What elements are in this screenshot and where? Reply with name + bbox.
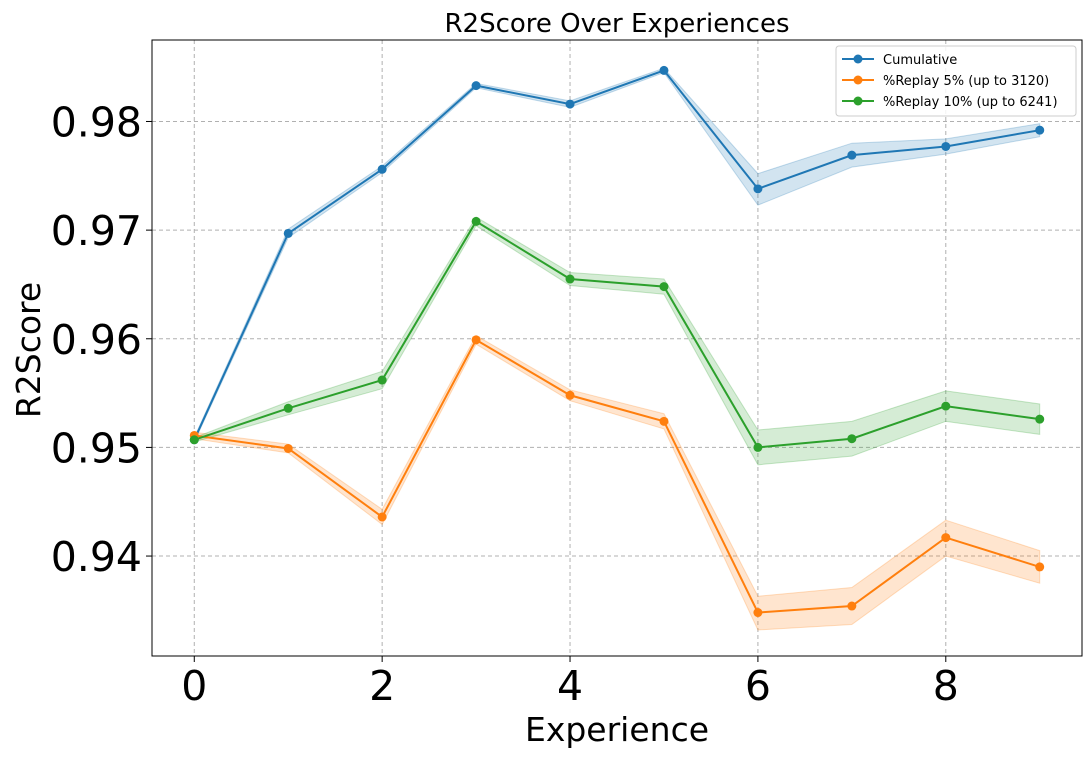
data-point-series-0 xyxy=(941,141,951,151)
data-point-series-1 xyxy=(471,335,481,345)
legend-item: %Replay 5% (up to 3120) xyxy=(842,74,1049,89)
x-tick-label: 8 xyxy=(933,662,959,710)
y-axis-label: R2Score xyxy=(9,282,48,418)
series-line-2 xyxy=(193,220,1040,449)
x-tick-label: 0 xyxy=(181,662,207,710)
chart-title: R2Score Over Experiences xyxy=(444,9,789,39)
legend-label: %Replay 5% (up to 3120) xyxy=(883,74,1049,89)
y-tick-label: 0.98 xyxy=(51,98,142,146)
data-point-series-0 xyxy=(659,65,669,75)
data-point-series-0 xyxy=(283,228,293,238)
legend-marker xyxy=(853,96,863,106)
data-point-series-2 xyxy=(1035,414,1045,424)
legend-marker xyxy=(853,75,863,85)
data-point-series-1 xyxy=(1035,562,1045,572)
legend-marker xyxy=(853,54,863,64)
data-point-series-0 xyxy=(471,81,481,91)
data-point-series-2 xyxy=(471,216,481,226)
legend-label: %Replay 10% (up to 6241) xyxy=(883,95,1058,110)
x-tick-label: 6 xyxy=(745,662,771,710)
data-point-series-1 xyxy=(847,601,857,611)
data-point-series-0 xyxy=(847,150,857,160)
data-point-series-1 xyxy=(941,533,951,543)
data-point-series-2 xyxy=(377,375,387,385)
data-point-series-0 xyxy=(1035,125,1045,135)
y-tick-label: 0.94 xyxy=(51,533,142,581)
data-point-series-1 xyxy=(283,443,293,453)
axis-ticks: 0 2 4 6 8 0.94 0.95 0.96 0.97 0.98 xyxy=(51,98,959,710)
confidence-band-series-2 xyxy=(193,216,1041,466)
series-line-1 xyxy=(194,338,1041,614)
y-tick-label: 0.96 xyxy=(51,316,142,364)
data-point-series-0 xyxy=(753,184,763,194)
legend-box xyxy=(835,45,1077,117)
data-point-series-1 xyxy=(659,416,669,426)
data-point-series-2 xyxy=(941,401,951,411)
x-tick-label: 2 xyxy=(369,662,395,710)
data-point-series-0 xyxy=(377,164,387,174)
data-points xyxy=(189,65,1045,618)
y-tick-label: 0.95 xyxy=(51,424,142,472)
confidence-band-series-1 xyxy=(193,334,1041,631)
plot-frame xyxy=(151,39,1083,657)
legend-label: Cumulative xyxy=(883,53,957,68)
legend-item: %Replay 10% (up to 6241) xyxy=(842,95,1058,110)
data-point-series-2 xyxy=(189,435,199,445)
data-point-series-1 xyxy=(377,512,387,522)
confidence-band-series-0 xyxy=(193,67,1041,443)
x-tick-label: 4 xyxy=(557,662,583,710)
legend: Cumulative %Replay 5% (up to 3120) %Replay… xyxy=(835,45,1077,117)
y-tick-label: 0.97 xyxy=(51,207,142,255)
series-line-0 xyxy=(193,69,1040,441)
data-point-series-2 xyxy=(283,403,293,413)
series-lines xyxy=(193,69,1041,614)
data-point-series-0 xyxy=(565,99,575,109)
data-point-series-2 xyxy=(847,434,857,444)
data-point-series-1 xyxy=(753,608,763,618)
x-axis-label: Experience xyxy=(525,710,709,749)
confidence-bands xyxy=(193,67,1041,631)
data-point-series-2 xyxy=(565,274,575,284)
data-point-series-2 xyxy=(659,282,669,292)
data-point-series-2 xyxy=(753,442,763,452)
grid-lines xyxy=(152,40,1082,656)
legend-item: Cumulative xyxy=(842,53,957,68)
data-point-series-1 xyxy=(565,390,575,400)
